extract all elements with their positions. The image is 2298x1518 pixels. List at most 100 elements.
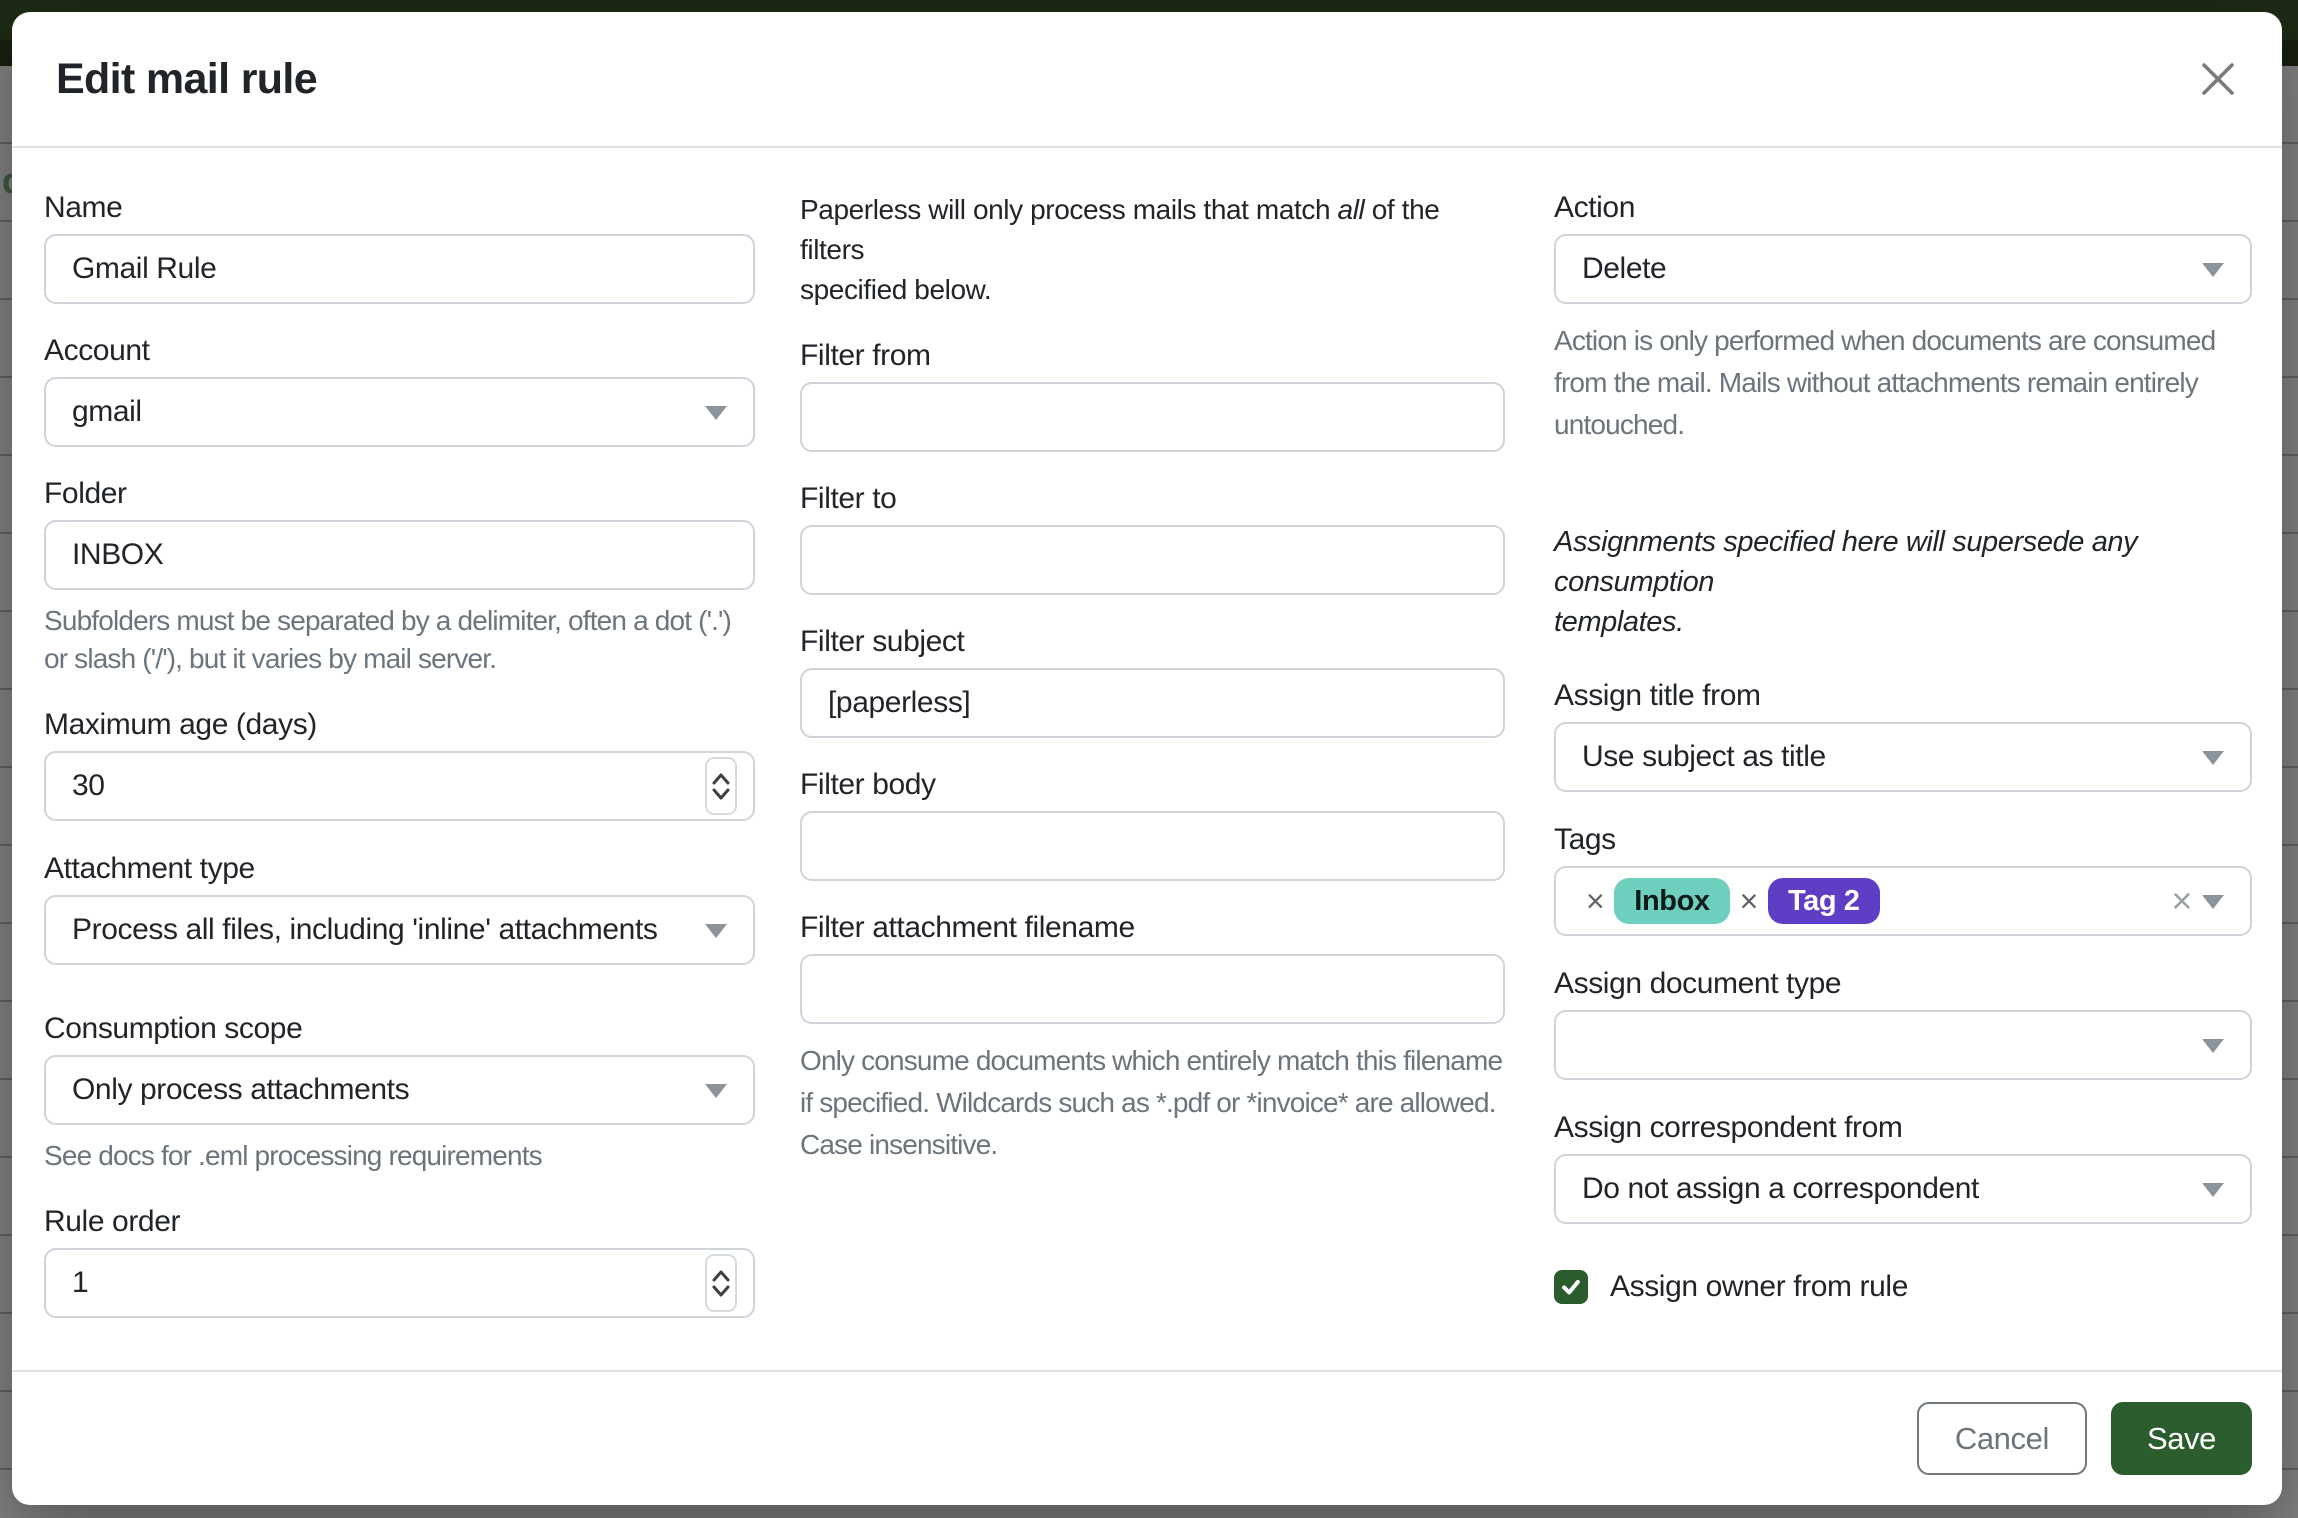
field-folder: Folder Subfolders must be separated by a… [44, 476, 755, 678]
tag-pill-inbox: Inbox [1614, 878, 1730, 924]
chevron-down-icon [2202, 1039, 2224, 1053]
field-tags: Tags × Inbox × Tag 2 × [1554, 822, 2252, 936]
chevron-down-icon [705, 924, 727, 938]
field-filter-subject: Filter subject [800, 624, 1505, 738]
number-stepper[interactable] [705, 757, 737, 815]
rule-order-input[interactable] [44, 1248, 755, 1318]
dialog-title: Edit mail rule [56, 54, 318, 103]
filter-attachment-filename-label: Filter attachment filename [800, 911, 1135, 944]
name-input[interactable] [44, 234, 755, 304]
tags-label: Tags [1554, 823, 1616, 856]
folder-label: Folder [44, 477, 127, 510]
folder-input[interactable] [44, 520, 755, 590]
assign-document-type-label: Assign document type [1554, 967, 1842, 1000]
filter-attachment-filename-help-text: Only consume documents which entirely ma… [800, 1045, 1503, 1160]
assign-correspondent-from-select-value: Do not assign a correspondent [1582, 1172, 1979, 1205]
action-label: Action [1554, 191, 1635, 224]
field-assign-document-type: Assign document type [1554, 966, 2252, 1080]
filters-intro-emphasis: all [1337, 194, 1365, 225]
field-max-age: Maximum age (days) [44, 707, 755, 821]
dialog-body: Name Account gmail Folder Subfolders mus… [12, 148, 2282, 1318]
filter-body-input[interactable] [800, 811, 1505, 881]
filter-to-input[interactable] [800, 525, 1505, 595]
field-rule-order: Rule order [44, 1204, 755, 1318]
stepper-up-icon[interactable] [712, 773, 730, 785]
field-attachment-type: Attachment type Process all files, inclu… [44, 851, 755, 965]
filter-subject-label: Filter subject [800, 625, 965, 658]
consumption-scope-select-value: Only process attachments [72, 1073, 410, 1106]
assign-owner-checkbox[interactable] [1554, 1270, 1588, 1304]
checkmark-icon [1562, 1279, 1580, 1295]
field-assign-correspondent-from: Assign correspondent from Do not assign … [1554, 1110, 2252, 1224]
assign-title-from-select[interactable]: Use subject as title [1554, 722, 2252, 792]
name-label: Name [44, 191, 123, 224]
assignments-note: Assignments specified here will supersed… [1554, 526, 2138, 638]
field-filter-from: Filter from [800, 338, 1505, 452]
filters-intro-post: of the filters specified below. [800, 194, 1440, 305]
attachment-type-select-value: Process all files, including 'inline' at… [72, 913, 658, 946]
filter-body-label: Filter body [800, 768, 936, 801]
action-select-value: Delete [1582, 252, 1667, 285]
chevron-down-icon [2202, 751, 2224, 765]
tags-multiselect[interactable]: × Inbox × Tag 2 × [1554, 866, 2252, 936]
stepper-up-icon[interactable] [712, 1270, 730, 1282]
assign-owner-label: Assign owner from rule [1610, 1270, 1908, 1303]
field-consumption-scope: Consumption scope Only process attachmen… [44, 1011, 755, 1175]
account-select-value: gmail [72, 395, 142, 428]
filter-subject-input[interactable] [800, 668, 1505, 738]
assign-document-type-select[interactable] [1554, 1010, 2252, 1080]
max-age-input[interactable] [44, 751, 755, 821]
column-actions: Action Delete Action is only performed w… [1554, 190, 2252, 1318]
dialog-header: Edit mail rule [12, 12, 2282, 148]
tag-pill-tag2: Tag 2 [1767, 878, 1880, 924]
account-label: Account [44, 334, 150, 367]
filter-attachment-filename-input[interactable] [800, 954, 1505, 1024]
remove-tag-icon[interactable]: × [1586, 882, 1605, 919]
field-filter-attachment-filename: Filter attachment filename Only consume … [800, 910, 1505, 1166]
filters-intro-pre: Paperless will only process mails that m… [800, 194, 1338, 225]
save-button[interactable]: Save [2110, 1402, 2252, 1475]
chevron-down-icon [2202, 1183, 2224, 1197]
filter-from-label: Filter from [800, 339, 931, 372]
chevron-down-icon [705, 406, 727, 420]
chevron-down-icon[interactable] [2202, 895, 2224, 909]
field-filter-body: Filter body [800, 767, 1505, 881]
number-stepper[interactable] [705, 1254, 737, 1312]
stepper-down-icon[interactable] [712, 788, 730, 800]
filter-to-label: Filter to [800, 482, 897, 515]
field-assign-owner: Assign owner from rule [1554, 1270, 2252, 1304]
field-assign-title-from: Assign title from Use subject as title [1554, 678, 2252, 792]
tags-controls: × [2171, 868, 2250, 934]
account-select[interactable]: gmail [44, 377, 755, 447]
assign-title-from-label: Assign title from [1554, 679, 1761, 712]
folder-help-text: Subfolders must be separated by a delimi… [44, 605, 732, 674]
column-filters: Paperless will only process mails that m… [800, 190, 1505, 1318]
save-button-label: Save [2146, 1420, 2216, 1456]
assign-correspondent-from-label: Assign correspondent from [1554, 1111, 1903, 1144]
rule-order-label: Rule order [44, 1205, 181, 1238]
max-age-label: Maximum age (days) [44, 708, 317, 741]
remove-tag-icon[interactable]: × [1739, 882, 1759, 919]
filters-intro-text: Paperless will only process mails that m… [800, 190, 1505, 310]
consumption-scope-select[interactable]: Only process attachments [44, 1055, 755, 1125]
clear-tags-icon[interactable]: × [2171, 880, 2192, 921]
attachment-type-select[interactable]: Process all files, including 'inline' at… [44, 895, 755, 965]
action-select[interactable]: Delete [1554, 234, 2252, 304]
chevron-down-icon [705, 1084, 727, 1098]
cancel-button-label: Cancel [1954, 1420, 2050, 1456]
stepper-down-icon[interactable] [712, 1285, 730, 1297]
field-filter-to: Filter to [800, 481, 1505, 595]
edit-mail-rule-dialog: Edit mail rule Name Account gmail [12, 12, 2282, 1505]
field-action: Action Delete Action is only performed w… [1554, 190, 2252, 446]
filter-from-input[interactable] [800, 382, 1505, 452]
field-name: Name [44, 190, 755, 304]
close-button[interactable] [2190, 51, 2246, 107]
cancel-button[interactable]: Cancel [1916, 1402, 2087, 1475]
assign-title-from-select-value: Use subject as title [1582, 740, 1826, 773]
attachment-type-label: Attachment type [44, 852, 255, 885]
dialog-footer: Cancel Save [12, 1370, 2282, 1505]
field-account: Account gmail [44, 333, 755, 447]
consumption-scope-help-text: See docs for .eml processing requirement… [44, 1140, 543, 1171]
assign-correspondent-from-select[interactable]: Do not assign a correspondent [1554, 1154, 2252, 1224]
